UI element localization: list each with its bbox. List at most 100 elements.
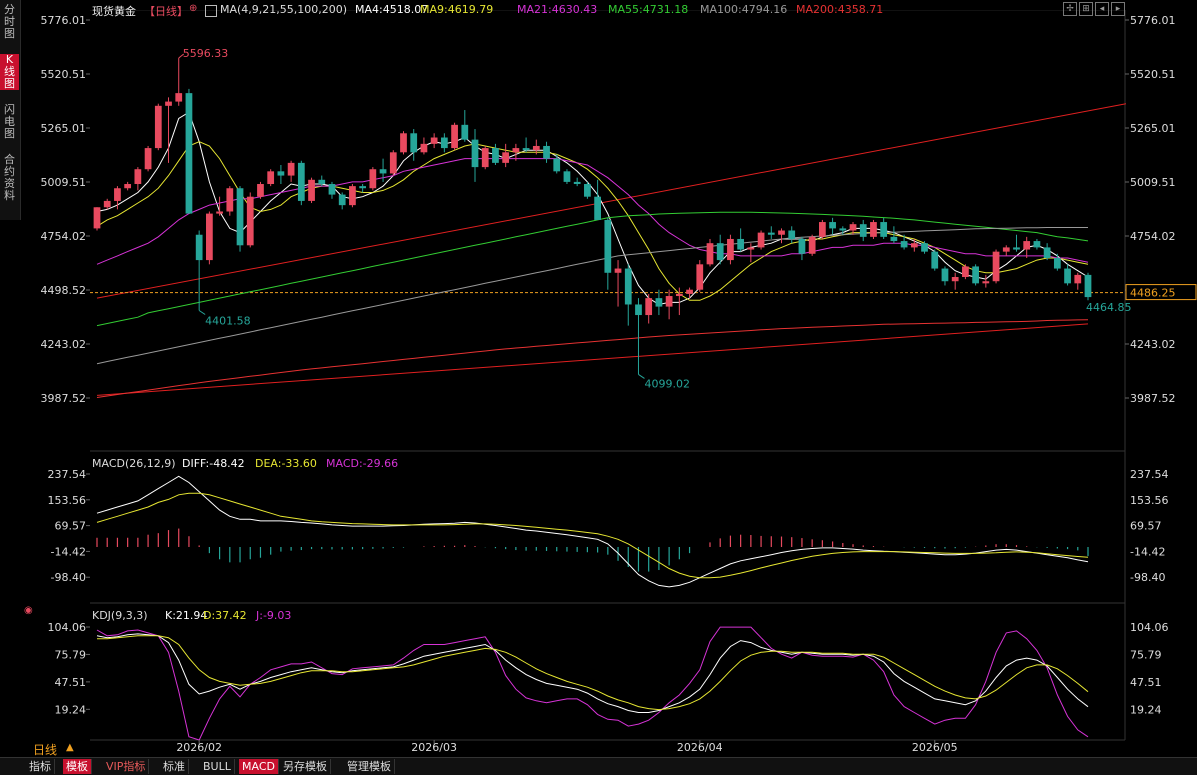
candle-body <box>154 105 162 149</box>
candle-body <box>839 228 847 231</box>
low-annotation-1: 4401.58 <box>205 314 251 327</box>
candle-body <box>379 169 387 174</box>
candle-body <box>512 148 520 153</box>
candle-body <box>328 184 336 195</box>
candle-body <box>982 281 990 284</box>
footer-tab-6[interactable]: 另存模板 <box>280 759 331 774</box>
candle-body <box>246 196 254 246</box>
footer-period-label[interactable]: 日线 <box>33 743 58 757</box>
candle-body <box>1064 268 1071 284</box>
kdj-j-line <box>96 626 1089 741</box>
candle-body <box>859 224 867 237</box>
candle-body <box>563 171 571 182</box>
kdj-tick-left: 19.24 <box>55 703 87 716</box>
ma-value-3: MA55:4731.18 <box>608 3 689 16</box>
candle-body <box>134 169 142 185</box>
sidebar-item-2[interactable]: 闪电图 <box>4 103 15 140</box>
candle-body <box>910 243 918 248</box>
candle-body <box>93 207 101 229</box>
candle-body <box>359 186 367 189</box>
kdj-tick-left: 47.51 <box>55 676 87 689</box>
legend-box-icon[interactable] <box>205 5 217 17</box>
price-tick-left: 5265.01 <box>41 122 87 135</box>
ma-value-1: MA9:4619.79 <box>420 3 494 16</box>
price-tick-left: 5776.01 <box>41 14 87 27</box>
kdj-tick-right: 47.51 <box>1130 676 1162 689</box>
candle-body <box>369 169 377 189</box>
candle-body <box>655 298 663 307</box>
low-annotation-2: 4099.02 <box>644 377 690 390</box>
footer-tab-3[interactable]: 标准 <box>160 759 189 774</box>
candle-body <box>675 293 683 297</box>
candle-body <box>584 184 591 197</box>
footer-tab-4[interactable]: BULL <box>200 759 235 774</box>
scroll-right-icon[interactable]: ▸ <box>1111 2 1125 16</box>
candle-body <box>1074 274 1082 284</box>
candle-body <box>1002 247 1010 252</box>
caret-up-icon[interactable]: ▲ <box>66 742 74 753</box>
sidebar-item-3[interactable]: 合约资料 <box>4 153 15 202</box>
candle-body <box>502 152 510 163</box>
last-annotation: 4464.85 <box>1086 301 1132 314</box>
footer-tab-5[interactable]: MACD <box>239 759 279 774</box>
price-tick-right: 4243.02 <box>1130 338 1176 351</box>
period-label[interactable]: 【日线】 <box>144 5 188 18</box>
kdj-tick-left: 75.79 <box>55 648 87 661</box>
ma-value-5: MA200:4358.71 <box>796 3 884 16</box>
candle-body <box>778 230 785 235</box>
candle-body <box>236 188 244 246</box>
candle-body <box>1023 241 1031 250</box>
price-tick-left: 3987.52 <box>41 392 87 405</box>
price-tick-right: 4754.02 <box>1130 230 1176 243</box>
macd-diff-line <box>96 475 1089 588</box>
price-tick-left: 4754.02 <box>41 230 87 243</box>
sidebar-item-0[interactable]: 分时图 <box>4 3 15 40</box>
candle-body <box>349 186 356 206</box>
candle-body <box>931 251 939 269</box>
ma-params: MA(4,9,21,55,100,200) <box>220 3 348 16</box>
scroll-left-icon[interactable]: ◂ <box>1095 2 1109 16</box>
candle-body <box>870 222 877 237</box>
collapse-icon[interactable]: ⊞ <box>1079 2 1093 16</box>
candle-body <box>1043 247 1051 258</box>
footer-toolbar: 指标 模板 VIP指标 标准 BULL MACD 另存模板 管理模板 <box>0 757 1197 775</box>
price-tick-left: 5520.51 <box>41 68 87 81</box>
candle-body <box>206 213 213 261</box>
macd-tick-left: -98.40 <box>51 571 86 584</box>
footer-tab-7[interactable]: 管理模板 <box>344 759 395 774</box>
ma-line-ma55 <box>96 211 1089 327</box>
ma-value-4: MA100:4794.16 <box>700 3 788 16</box>
upper-channel-line <box>96 103 1127 299</box>
price-panel-top <box>90 10 1125 11</box>
ma-line-ma9 <box>96 141 1089 301</box>
gear-icon[interactable]: ⊕ <box>189 3 198 14</box>
candle-body <box>318 179 326 185</box>
candle-body <box>492 148 499 163</box>
candle-body <box>1033 241 1041 248</box>
candle-body <box>338 194 346 206</box>
high-annotation: 5596.33 <box>183 47 229 60</box>
target-icon[interactable]: ◉ <box>24 605 33 616</box>
footer-tab-2[interactable]: VIP指标 <box>103 759 150 774</box>
footer-tab-0[interactable]: 指标 <box>26 759 55 774</box>
candle-body <box>951 277 959 282</box>
expand-icon[interactable]: ✢ <box>1063 2 1077 16</box>
candle-body <box>604 219 612 273</box>
instrument-title: 现货黄金 <box>92 5 136 18</box>
macd-tick-right: 153.56 <box>1130 494 1169 507</box>
macd-tick-left: 237.54 <box>48 468 87 481</box>
candle-body <box>297 162 305 201</box>
kdj-value-0: K:21.94 <box>165 609 208 622</box>
candle-body <box>849 224 857 231</box>
chart-canvas[interactable]: 5776.01 5776.01 5520.51 5520.51 5265.01 5265.… <box>0 0 1197 757</box>
candle-body <box>522 148 530 151</box>
kdj-value-1: D:37.42 <box>203 609 247 622</box>
macd-tick-right: 237.54 <box>1130 468 1169 481</box>
candle-body <box>818 222 826 237</box>
kdj-tick-left: 104.06 <box>48 621 87 634</box>
macd-tick-right: -98.40 <box>1130 571 1165 584</box>
high-annotation-pointer <box>178 53 185 59</box>
candle-body <box>144 148 152 170</box>
footer-tab-1[interactable]: 模板 <box>63 759 92 774</box>
